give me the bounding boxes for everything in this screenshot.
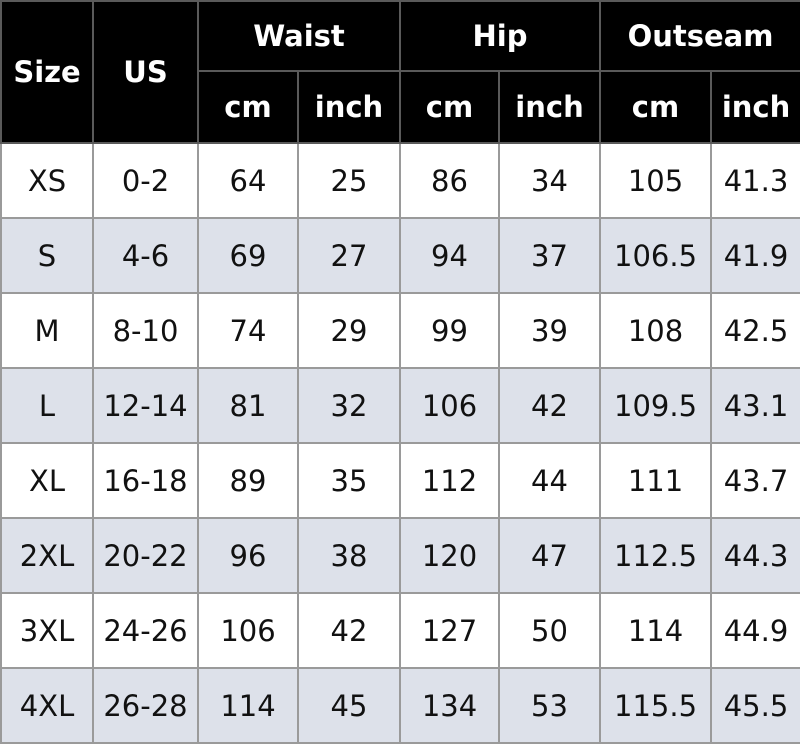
- cell-outseam-cm: 114: [599, 592, 713, 669]
- header-outseam-inch: inch: [710, 70, 800, 144]
- cell-hip-inch: 53: [497, 667, 602, 744]
- cell-waist-cm: 81: [197, 367, 299, 444]
- cell-outseam-inch: 41.9: [710, 217, 800, 294]
- cell-hip-cm: 86: [399, 142, 500, 219]
- cell-us: 24-26: [92, 592, 199, 669]
- table-row: 4XL 26-28 114 45 134 53 115.5 45.5: [0, 667, 800, 744]
- cell-outseam-cm: 106.5: [599, 217, 713, 294]
- cell-outseam-inch: 43.1: [710, 367, 800, 444]
- cell-hip-cm: 94: [399, 217, 500, 294]
- table-row: M 8-10 74 29 99 39 108 42.5: [0, 292, 800, 369]
- cell-hip-cm: 134: [399, 667, 500, 744]
- table-row: XS 0-2 64 25 86 34 105 41.3: [0, 142, 800, 219]
- cell-outseam-cm: 109.5: [599, 367, 713, 444]
- cell-outseam-cm: 111: [599, 442, 713, 519]
- cell-waist-inch: 45: [297, 667, 401, 744]
- cell-us: 4-6: [92, 217, 199, 294]
- cell-waist-inch: 42: [297, 592, 401, 669]
- cell-us: 16-18: [92, 442, 199, 519]
- cell-size: XL: [0, 442, 94, 519]
- cell-outseam-inch: 43.7: [710, 442, 800, 519]
- cell-waist-cm: 69: [197, 217, 299, 294]
- cell-us: 26-28: [92, 667, 199, 744]
- cell-waist-inch: 25: [297, 142, 401, 219]
- cell-outseam-inch: 42.5: [710, 292, 800, 369]
- header-size: Size: [0, 0, 94, 144]
- table-row: S 4-6 69 27 94 37 106.5 41.9: [0, 217, 800, 294]
- cell-size: 2XL: [0, 517, 94, 594]
- cell-waist-cm: 74: [197, 292, 299, 369]
- cell-hip-inch: 34: [497, 142, 602, 219]
- header-outseam-cm: cm: [599, 70, 713, 144]
- cell-outseam-cm: 105: [599, 142, 713, 219]
- cell-outseam-cm: 108: [599, 292, 713, 369]
- cell-hip-inch: 42: [497, 367, 602, 444]
- cell-outseam-inch: 45.5: [710, 667, 800, 744]
- cell-waist-inch: 38: [297, 517, 401, 594]
- cell-size: XS: [0, 142, 94, 219]
- table-body: XS 0-2 64 25 86 34 105 41.3 S 4-6 69 27 94 37 106.5 41.…: [0, 142, 800, 744]
- cell-size: S: [0, 217, 94, 294]
- cell-size: 4XL: [0, 667, 94, 744]
- cell-hip-cm: 127: [399, 592, 500, 669]
- cell-us: 0-2: [92, 142, 199, 219]
- cell-outseam-inch: 41.3: [710, 142, 800, 219]
- header-waist-cm: cm: [197, 70, 299, 144]
- cell-waist-cm: 89: [197, 442, 299, 519]
- cell-waist-inch: 32: [297, 367, 401, 444]
- cell-us: 12-14: [92, 367, 199, 444]
- cell-hip-cm: 106: [399, 367, 500, 444]
- table-row: 2XL 20-22 96 38 120 47 112.5 44.3: [0, 517, 800, 594]
- header-us: US: [92, 0, 199, 144]
- table-row: L 12-14 81 32 106 42 109.5 43.1: [0, 367, 800, 444]
- cell-size: M: [0, 292, 94, 369]
- cell-outseam-inch: 44.9: [710, 592, 800, 669]
- cell-outseam-cm: 115.5: [599, 667, 713, 744]
- cell-size: 3XL: [0, 592, 94, 669]
- table-row: 3XL 24-26 106 42 127 50 114 44.9: [0, 592, 800, 669]
- cell-waist-inch: 27: [297, 217, 401, 294]
- cell-us: 20-22: [92, 517, 199, 594]
- header-hip: Hip: [398, 0, 602, 72]
- cell-hip-cm: 99: [399, 292, 500, 369]
- cell-hip-cm: 120: [399, 517, 500, 594]
- header-hip-cm: cm: [399, 70, 500, 144]
- header-hip-inch: inch: [497, 70, 602, 144]
- cell-outseam-cm: 112.5: [599, 517, 713, 594]
- cell-waist-cm: 106: [197, 592, 299, 669]
- header-waist: Waist: [197, 0, 401, 72]
- cell-hip-inch: 37: [497, 217, 602, 294]
- cell-us: 8-10: [92, 292, 199, 369]
- cell-waist-inch: 35: [297, 442, 401, 519]
- cell-waist-inch: 29: [297, 292, 401, 369]
- cell-waist-cm: 64: [197, 142, 299, 219]
- header-outseam: Outseam: [599, 0, 800, 72]
- cell-outseam-inch: 44.3: [710, 517, 800, 594]
- cell-waist-cm: 114: [197, 667, 299, 744]
- cell-size: L: [0, 367, 94, 444]
- cell-hip-inch: 47: [497, 517, 602, 594]
- table-row: XL 16-18 89 35 112 44 111 43.7: [0, 442, 800, 519]
- cell-hip-inch: 44: [497, 442, 602, 519]
- header-waist-inch: inch: [297, 70, 401, 144]
- cell-hip-cm: 112: [399, 442, 500, 519]
- cell-hip-inch: 39: [497, 292, 602, 369]
- cell-hip-inch: 50: [497, 592, 602, 669]
- cell-waist-cm: 96: [197, 517, 299, 594]
